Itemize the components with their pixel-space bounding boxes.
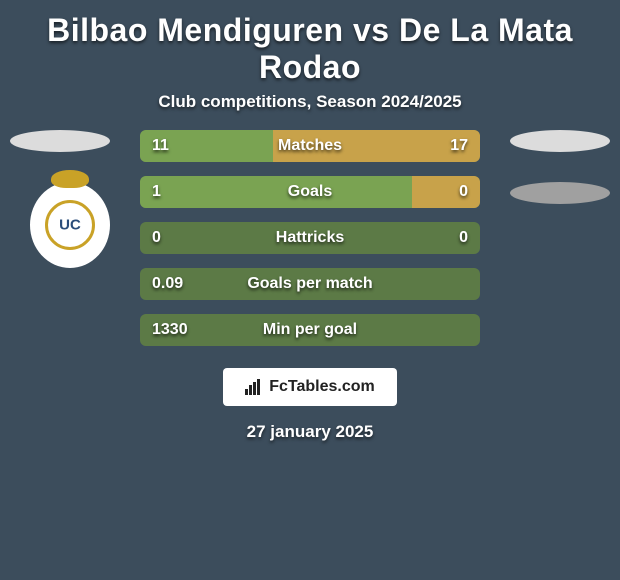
brand-box[interactable]: FcTables.com [223, 368, 397, 406]
stat-bar: 1330 Min per goal [140, 314, 480, 346]
stat-bar: 11 17 Matches [140, 130, 480, 162]
date-label: 27 january 2025 [0, 422, 620, 442]
brand-label: FcTables.com [269, 378, 375, 396]
bar-value-right: 17 [450, 137, 468, 155]
bar-fill-left [140, 176, 412, 208]
subtitle: Club competitions, Season 2024/2025 [0, 92, 620, 130]
club-left-crest [30, 182, 110, 268]
player-right-avatar-placeholder [510, 130, 610, 152]
bar-value-right: 0 [459, 183, 468, 201]
club-left-crest-inner [45, 200, 95, 250]
bar-value-left: 1330 [152, 321, 188, 339]
bar-value-left: 11 [152, 137, 169, 155]
bar-value-right: 0 [459, 229, 468, 247]
stat-bar: 0.09 Goals per match [140, 268, 480, 300]
stat-bars: 11 17 Matches 1 0 Goals 0 0 Hattricks 0.09 Goals p… [140, 130, 480, 346]
bar-label: Min per goal [263, 321, 357, 339]
bar-label: Goals per match [247, 275, 372, 293]
page-title: Bilbao Mendiguren vs De La Mata Rodao [0, 0, 620, 92]
bar-fill-right [412, 176, 480, 208]
bar-chart-icon [245, 379, 263, 395]
bar-label: Goals [288, 183, 332, 201]
stat-bar: 0 0 Hattricks [140, 222, 480, 254]
footer: FcTables.com 27 january 2025 [0, 368, 620, 442]
main: 11 17 Matches 1 0 Goals 0 0 Hattricks 0.09 Goals p… [0, 130, 620, 442]
player-left-avatar-placeholder [10, 130, 110, 152]
bar-value-left: 1 [152, 183, 161, 201]
bar-label: Hattricks [276, 229, 344, 247]
stat-bar: 1 0 Goals [140, 176, 480, 208]
bar-value-left: 0.09 [152, 275, 183, 293]
bar-value-left: 0 [152, 229, 161, 247]
bar-label: Matches [278, 137, 342, 155]
club-right-crest-placeholder [510, 182, 610, 204]
container: Bilbao Mendiguren vs De La Mata Rodao Cl… [0, 0, 620, 580]
